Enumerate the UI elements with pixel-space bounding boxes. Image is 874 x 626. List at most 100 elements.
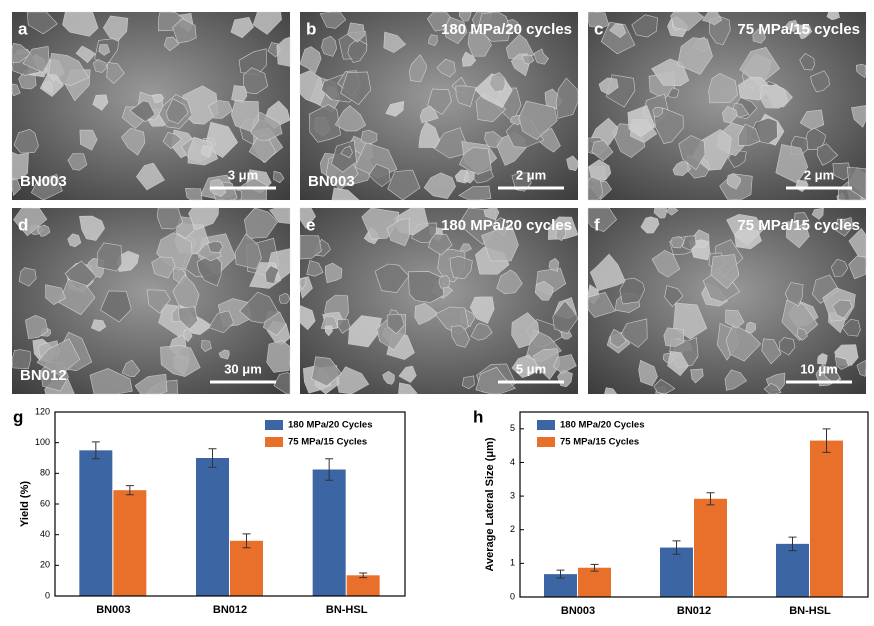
flake — [269, 207, 291, 224]
flake — [724, 369, 747, 391]
flake — [340, 145, 353, 159]
flake — [276, 36, 291, 67]
flake — [134, 373, 168, 395]
flake — [677, 37, 713, 75]
flake — [45, 284, 66, 306]
flake — [386, 217, 410, 247]
flake — [136, 162, 165, 191]
error-bar — [590, 563, 599, 572]
flake — [79, 215, 105, 241]
flake — [701, 11, 723, 26]
bar — [810, 440, 843, 597]
flake — [36, 338, 81, 376]
flake — [856, 359, 867, 377]
error-bar — [556, 569, 565, 579]
x-tick-label: BN003 — [96, 604, 130, 616]
flake — [299, 235, 322, 260]
flake — [306, 260, 324, 277]
flake — [340, 71, 372, 105]
sample-label: BN003 — [308, 173, 355, 190]
error-bar — [91, 441, 100, 460]
flake — [273, 170, 285, 184]
flake — [484, 131, 504, 148]
flake — [839, 217, 854, 230]
panel-letter: d — [18, 215, 28, 234]
flake — [157, 11, 185, 32]
flake — [761, 338, 782, 365]
flake — [672, 160, 692, 176]
flake — [796, 327, 808, 341]
flake — [100, 290, 132, 323]
flake — [385, 101, 405, 117]
y-tick-label: 0 — [45, 590, 50, 600]
flake — [619, 277, 645, 305]
flake — [75, 45, 96, 64]
error-bar — [706, 492, 715, 506]
flake — [830, 258, 849, 277]
flake — [653, 107, 684, 144]
flake — [319, 11, 347, 29]
flake — [11, 349, 32, 370]
flake — [534, 280, 554, 301]
flake — [387, 169, 421, 201]
flake — [667, 87, 679, 98]
flake — [627, 105, 656, 137]
flake — [459, 243, 472, 252]
x-tick-label: BN-HSL — [789, 605, 831, 617]
flake — [708, 73, 738, 104]
flake — [458, 185, 492, 201]
bar — [776, 543, 809, 597]
y-tick-label: 100 — [35, 437, 50, 447]
flake — [273, 372, 291, 395]
flake — [710, 254, 740, 289]
flake — [90, 319, 107, 332]
flake — [308, 104, 341, 143]
flake — [13, 207, 48, 237]
flake — [470, 322, 493, 341]
flake — [587, 292, 616, 318]
bar — [544, 574, 577, 597]
flake — [438, 274, 451, 289]
condition-label: 180 MPa/20 cycles — [441, 21, 572, 38]
flake — [156, 207, 183, 230]
error-bar — [325, 458, 334, 481]
flake — [682, 235, 697, 251]
flake — [799, 53, 815, 71]
flake — [188, 207, 219, 231]
flake — [11, 42, 32, 64]
flake — [738, 123, 761, 147]
y-tick-label: 80 — [40, 468, 50, 478]
flake — [663, 327, 685, 347]
flake — [11, 83, 21, 97]
flake — [667, 350, 689, 377]
flake — [745, 321, 757, 334]
flake — [760, 84, 788, 109]
flake — [591, 139, 614, 162]
sample-label: BN003 — [20, 173, 67, 190]
flake — [798, 24, 813, 40]
flake — [151, 256, 176, 279]
flake — [481, 225, 519, 262]
flake — [678, 135, 706, 171]
flake — [752, 28, 766, 44]
flake — [521, 54, 535, 65]
panel-letter: a — [18, 19, 28, 38]
flake — [653, 207, 667, 219]
legend-swatch — [265, 420, 283, 430]
flake — [11, 151, 29, 181]
flake — [67, 153, 88, 171]
flake — [299, 46, 322, 74]
flake — [162, 131, 182, 150]
flake — [106, 62, 125, 85]
flake — [455, 85, 477, 108]
flake — [160, 345, 201, 377]
legend-label: 75 MPa/15 Cycles — [560, 437, 639, 448]
y-tick-label: 1 — [510, 558, 515, 568]
flake — [670, 236, 685, 249]
flake — [489, 72, 506, 93]
legend-swatch — [265, 437, 283, 447]
x-tick-label: BN012 — [677, 605, 711, 617]
condition-label: 75 MPa/15 cycles — [737, 217, 860, 234]
flake — [620, 318, 648, 348]
